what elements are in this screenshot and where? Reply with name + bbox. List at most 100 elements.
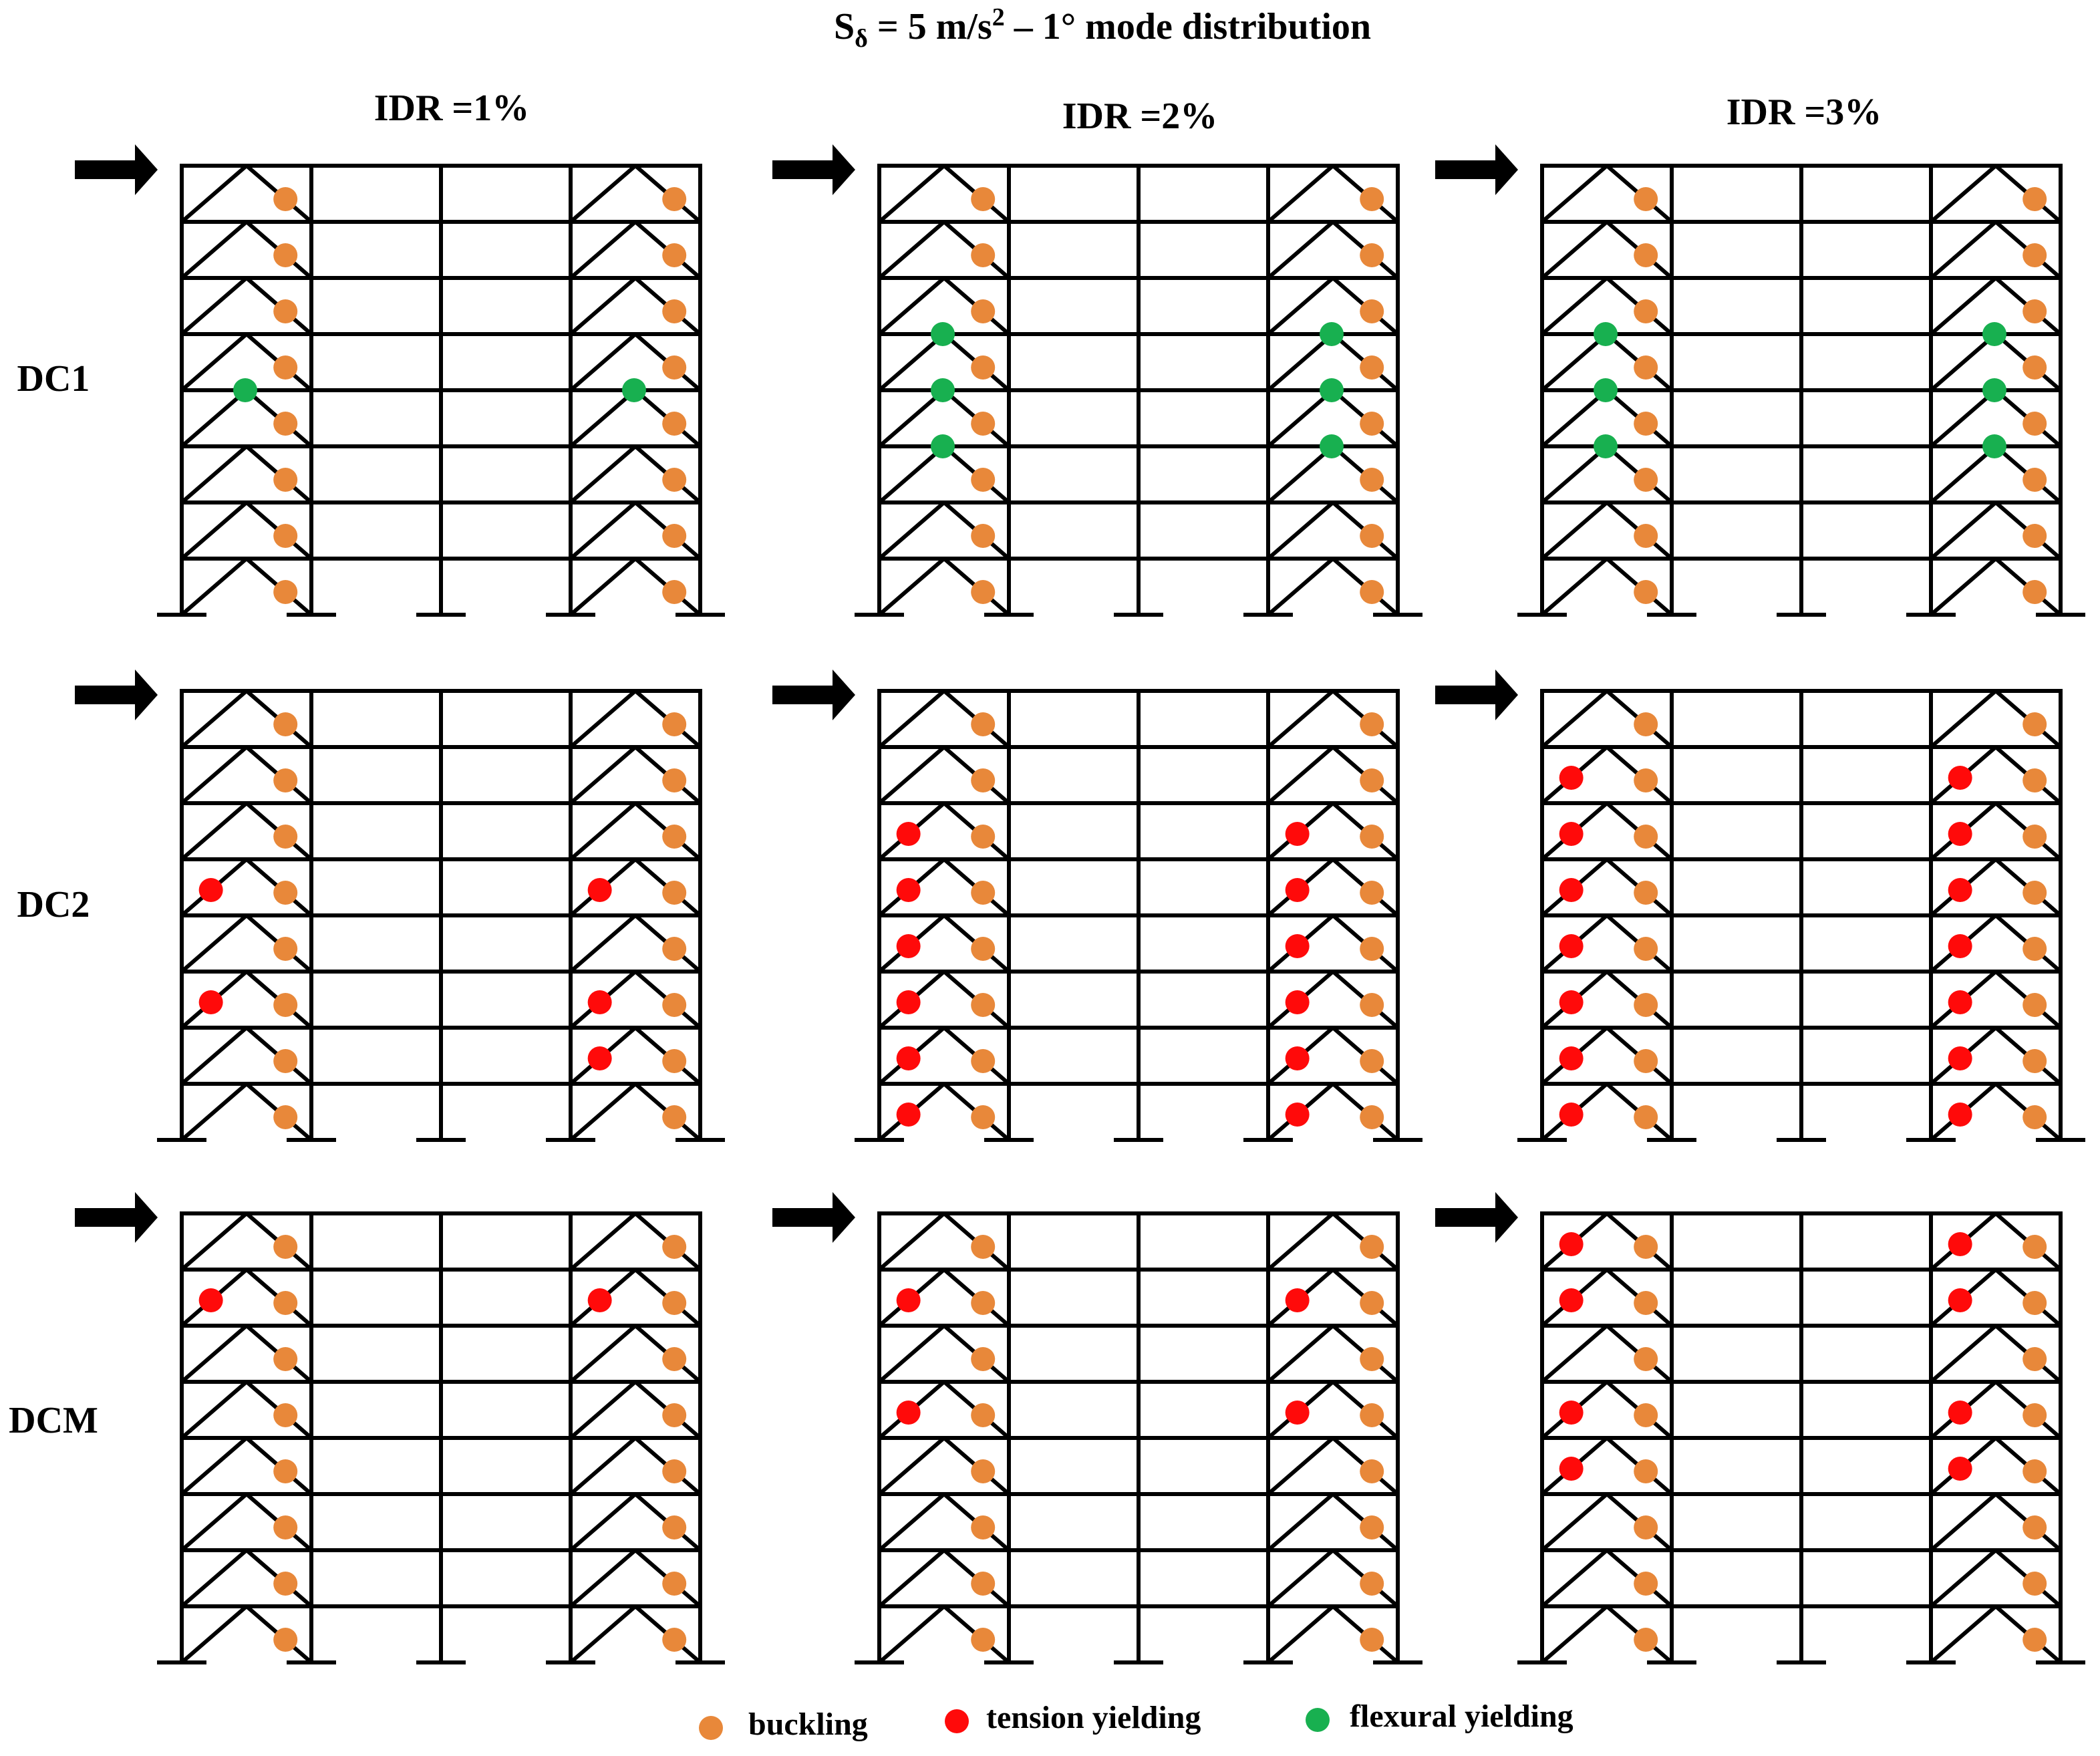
brace-left	[1540, 500, 1609, 561]
brace-left	[877, 164, 946, 224]
buckling-marker	[662, 1459, 687, 1483]
frame-panel-dc1-3	[1435, 144, 2085, 617]
brace-left	[1266, 1492, 1335, 1552]
buckling-marker	[2022, 355, 2047, 380]
buckling-marker	[662, 1105, 687, 1129]
buckling-marker	[2022, 243, 2047, 267]
brace-left	[1540, 1492, 1609, 1552]
buckling-marker	[2022, 881, 2047, 905]
brace-left	[180, 220, 249, 280]
buckling-marker	[1634, 524, 1658, 548]
buckling-marker	[1360, 299, 1384, 323]
brace-left	[180, 1380, 249, 1440]
brace-left	[877, 1436, 946, 1496]
buckling-marker	[971, 937, 996, 961]
tension-yielding-marker	[198, 1288, 223, 1312]
buckling-marker	[2022, 299, 2047, 323]
brace-left	[180, 913, 249, 974]
buckling-marker	[2022, 1049, 2047, 1073]
buckling-marker	[971, 580, 996, 604]
frame-panels	[75, 144, 2085, 1664]
title-suffix: – 1° mode distribution	[1005, 6, 1371, 47]
buckling-marker	[971, 993, 996, 1017]
buckling-marker	[662, 468, 687, 492]
buckling-marker	[971, 412, 996, 436]
brace-left	[1540, 220, 1609, 280]
buckling-marker	[2022, 468, 2047, 492]
buckling-marker	[662, 412, 687, 436]
buckling-marker	[273, 825, 298, 849]
buckling-marker	[662, 580, 687, 604]
buckling-marker	[1634, 1515, 1658, 1540]
tension-yielding-marker	[1559, 934, 1584, 958]
buckling-marker	[1634, 412, 1658, 436]
buckling-marker	[273, 1291, 298, 1315]
brace-left	[1540, 164, 1609, 224]
buckling-marker	[273, 881, 298, 905]
buckling-marker	[1634, 1049, 1658, 1073]
brace-left	[569, 1082, 637, 1142]
buckling-marker	[273, 187, 298, 211]
buckling-marker	[1360, 243, 1384, 267]
brace-left	[569, 276, 637, 336]
brace-left	[1929, 689, 1998, 749]
brace-left	[877, 1324, 946, 1384]
buckling-marker	[1634, 1235, 1658, 1259]
brace-left	[1266, 164, 1335, 224]
buckling-marker	[1634, 825, 1658, 849]
tension-yielding-marker	[1559, 1457, 1584, 1481]
lateral-load-arrow-icon	[75, 670, 158, 720]
frame-panel-dc2-3	[1435, 670, 2085, 1142]
brace-left	[569, 1436, 637, 1496]
brace-left	[569, 500, 637, 561]
brace-left	[569, 164, 637, 224]
brace-left	[180, 1026, 249, 1086]
tension-yielding-marker	[1559, 990, 1584, 1014]
buckling-marker	[2022, 412, 2047, 436]
buckling-marker	[2022, 1235, 2047, 1259]
buckling-marker	[1634, 1628, 1658, 1652]
lateral-load-arrow-icon	[1435, 1192, 1518, 1243]
brace-left	[180, 689, 249, 749]
brace-left	[1929, 164, 1998, 224]
brace-left	[877, 1211, 946, 1272]
buckling-marker	[273, 524, 298, 548]
tension-yielding-marker	[1948, 1232, 1972, 1256]
buckling-marker	[1634, 768, 1658, 792]
brace-left	[180, 444, 249, 504]
title-subscript: δ	[855, 25, 868, 53]
buckling-marker	[662, 1628, 687, 1652]
tension-yielding-marker	[1948, 1046, 1972, 1070]
buckling-marker	[662, 1403, 687, 1427]
flexural-yielding-marker	[1320, 434, 1344, 458]
flexural-yielding-marker	[233, 378, 257, 402]
lateral-load-arrow-icon	[75, 1192, 158, 1243]
brace-left	[1266, 220, 1335, 280]
buckling-marker	[1360, 412, 1384, 436]
buckling-marker	[273, 1572, 298, 1596]
flexural-yielding-marker	[1594, 322, 1618, 346]
column-header-idr-3: IDR =3%	[1727, 92, 1882, 133]
brace-left	[1266, 1548, 1335, 1608]
frame-panel-dc1-2	[772, 144, 1422, 617]
buckling-marker	[1634, 937, 1658, 961]
buckling-marker	[662, 187, 687, 211]
buckling-marker	[1360, 1403, 1384, 1427]
buckling-marker	[2022, 187, 2047, 211]
buckling-marker	[971, 1403, 996, 1427]
tension-yielding-marker	[1559, 878, 1584, 902]
brace-left	[877, 745, 946, 805]
buckling-marker	[1360, 187, 1384, 211]
brace-left	[877, 689, 946, 749]
row-label-dc2: DC2	[17, 884, 90, 925]
brace-left	[1266, 1324, 1335, 1384]
buckling-marker	[971, 1515, 996, 1540]
buckling-marker	[1360, 1628, 1384, 1652]
buckling-marker	[971, 1291, 996, 1315]
brace-left	[877, 500, 946, 561]
brace-left	[569, 1211, 637, 1272]
flexural-yielding-marker	[1982, 378, 2006, 402]
tension-yielding-marker	[1285, 878, 1310, 902]
buckling-marker	[1360, 937, 1384, 961]
brace-left	[1266, 276, 1335, 336]
